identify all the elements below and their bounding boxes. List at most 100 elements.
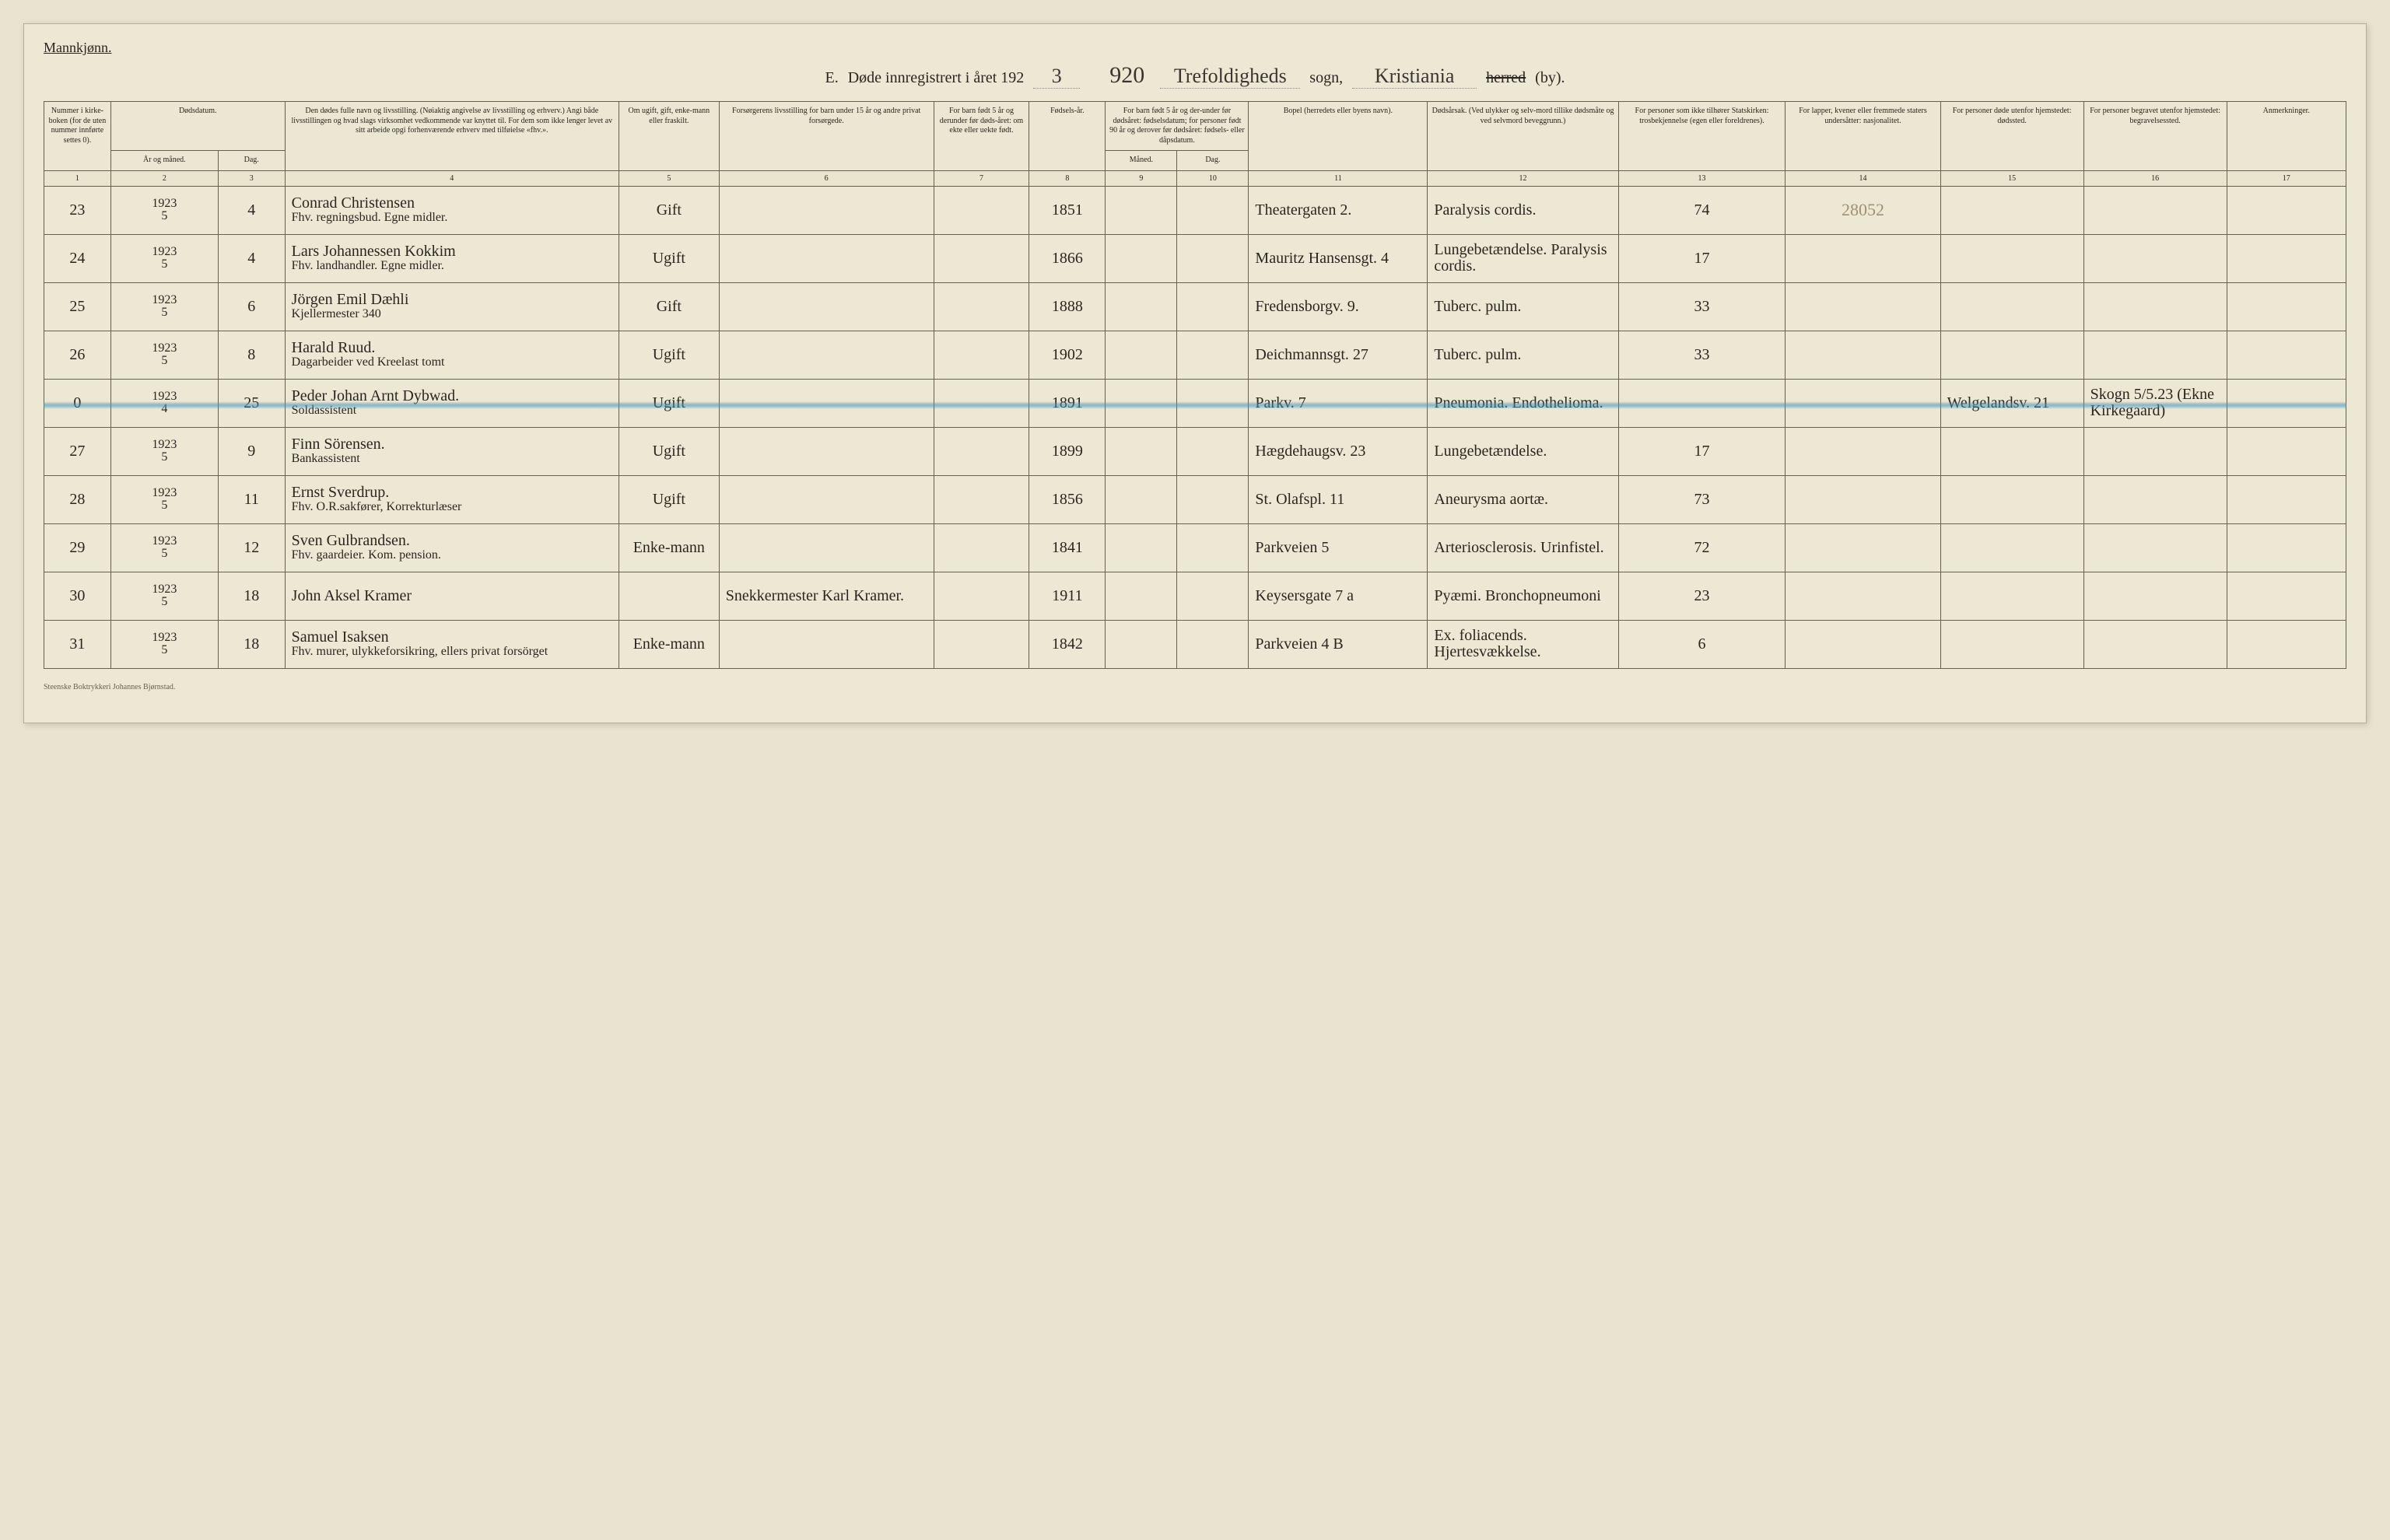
cause-of-death: Lungebetændelse. [1428,427,1618,475]
col-cause-header: Dødsårsak. (Ved ulykker og selv-mord til… [1428,102,1618,171]
table-row: 291923512Sven Gulbrandsen.Fhv. gaardeier… [44,523,2346,572]
name-occupation: Lars Johannessen KokkimFhv. landhandler.… [285,234,619,282]
cause-of-death: Paralysis cordis. [1428,186,1618,234]
title-prefix: Døde innregistrert i året 192 [848,69,1025,87]
death-year-month: 19235 [110,572,218,620]
legitimacy [934,331,1029,379]
death-place [1940,572,2083,620]
nationality [1785,572,1940,620]
death-place [1940,475,2083,523]
provider [719,282,934,331]
faith-or-age: 23 [1618,572,1785,620]
birth-year: 1911 [1029,572,1106,620]
birth-day [1177,379,1249,427]
remarks [2227,331,2346,379]
birth-day [1177,427,1249,475]
name-occupation: Conrad ChristensenFhv. regningsbud. Egne… [285,186,619,234]
column-number-cell: 12 [1428,170,1618,186]
provider [719,475,934,523]
col-deathdate-header: Dødsdatum. [110,102,285,151]
nationality [1785,427,1940,475]
cause-of-death: Arteriosclerosis. Urinfistel. [1428,523,1618,572]
faith-or-age: 73 [1618,475,1785,523]
column-number-cell: 7 [934,170,1029,186]
death-year-month: 19234 [110,379,218,427]
table-row: 25192356Jörgen Emil DæhliKjellermester 3… [44,282,2346,331]
residence: Keysersgate 7 a [1249,572,1428,620]
death-place: Welgelandsv. 21 [1940,379,2083,427]
record-number: 29 [44,523,111,572]
birth-month [1106,572,1177,620]
record-number: 27 [44,427,111,475]
column-number-cell: 9 [1106,170,1177,186]
legitimacy [934,282,1029,331]
remarks [2227,234,2346,282]
column-number-cell: 15 [1940,170,2083,186]
death-year-month: 19235 [110,186,218,234]
cause-of-death: Ex. foliacends. Hjertesvækkelse. [1428,620,1618,668]
civil-status: Enke-mann [619,620,719,668]
birth-year: 1851 [1029,186,1106,234]
death-day: 4 [218,234,285,282]
nationality [1785,234,1940,282]
civil-status: Ugift [619,379,719,427]
column-number-cell: 11 [1249,170,1428,186]
col-yearmonth-sub: År og måned. [110,151,218,171]
birth-day [1177,572,1249,620]
column-number-cell: 5 [619,170,719,186]
printer-imprint: Steenske Boktrykkeri Johannes Bjørnstad. [44,683,2346,691]
provider [719,379,934,427]
column-number-cell: 14 [1785,170,1940,186]
sogn-label: sogn, [1309,69,1343,87]
name-occupation: Samuel IsaksenFhv. murer, ulykkeforsikri… [285,620,619,668]
col-residence-header: Bopel (herredets eller byens navn). [1249,102,1428,171]
table-row: 24192354Lars Johannessen KokkimFhv. land… [44,234,2346,282]
death-day: 18 [218,620,285,668]
legitimacy [934,234,1029,282]
death-year-month: 19235 [110,475,218,523]
nationality [1785,379,1940,427]
birth-year: 1866 [1029,234,1106,282]
civil-status: Gift [619,282,719,331]
death-day: 9 [218,427,285,475]
column-number-row: 1234567891011121314151617 [44,170,2346,186]
cause-of-death: Aneurysma aortæ. [1428,475,1618,523]
table-row: 26192358Harald Ruud.Dagarbeider ved Kree… [44,331,2346,379]
civil-status: Ugift [619,427,719,475]
remarks [2227,186,2346,234]
remarks [2227,523,2346,572]
birth-day [1177,186,1249,234]
burial-place [2083,331,2227,379]
record-number: 26 [44,331,111,379]
record-number: 28 [44,475,111,523]
civil-status: Gift [619,186,719,234]
column-number-cell: 8 [1029,170,1106,186]
column-number-cell: 17 [2227,170,2346,186]
death-day: 25 [218,379,285,427]
record-number: 0 [44,379,111,427]
cause-of-death: Tuberc. pulm. [1428,331,1618,379]
col-birthdate-header: For barn født 5 år og der-under før døds… [1106,102,1249,151]
residence: Parkveien 4 B [1249,620,1428,668]
burial-place [2083,620,2227,668]
col-burial-header: For personer begravet utenfor hjemstedet… [2083,102,2227,171]
faith-or-age: 72 [1618,523,1785,572]
cause-of-death: Pyæmi. Bronchopneumoni [1428,572,1618,620]
death-day: 12 [218,523,285,572]
nationality [1785,282,1940,331]
nationality [1785,523,1940,572]
death-place [1940,282,2083,331]
remarks [2227,427,2346,475]
record-number: 23 [44,186,111,234]
register-page: Mannkjønn. E. Døde innregistrert i året … [23,23,2367,723]
faith-or-age: 33 [1618,331,1785,379]
parish-hand: Trefoldigheds [1160,65,1300,89]
column-number-cell: 10 [1177,170,1249,186]
birth-day [1177,234,1249,282]
legitimacy [934,379,1029,427]
record-number: 24 [44,234,111,282]
table-row: 301923518John Aksel KramerSnekkermester … [44,572,2346,620]
column-number-cell: 4 [285,170,619,186]
provider [719,234,934,282]
burial-place [2083,427,2227,475]
